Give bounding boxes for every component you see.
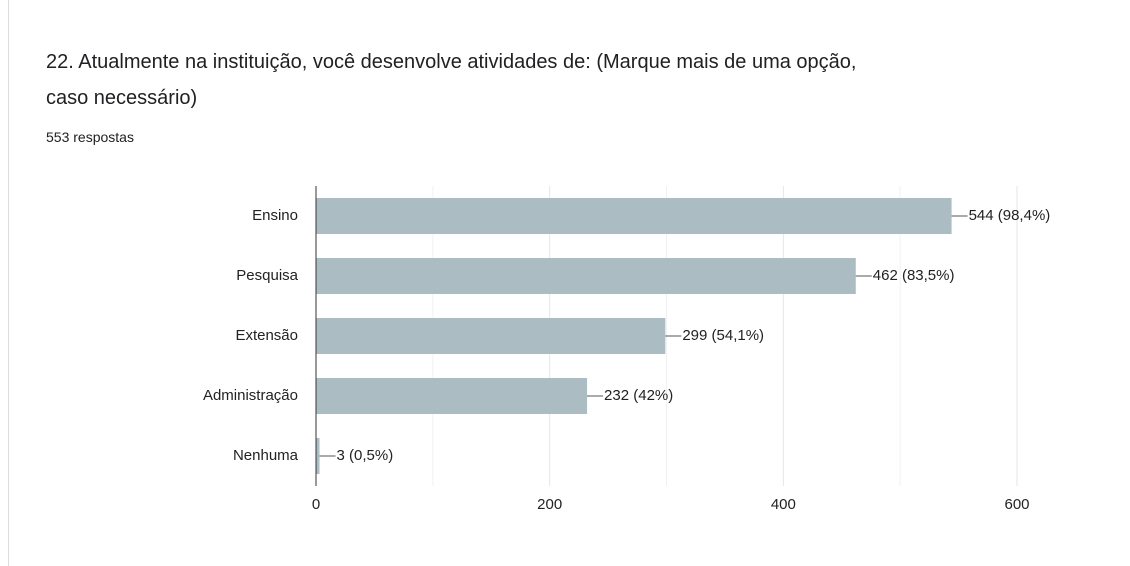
- y-tick-label: Administração: [203, 387, 298, 404]
- bar: [316, 198, 952, 234]
- y-tick-label: Ensino: [252, 207, 298, 224]
- bar: [316, 258, 856, 294]
- x-tick-label: 400: [771, 496, 796, 513]
- bar: [316, 378, 588, 414]
- value-label: 462 (83,5%): [873, 267, 955, 284]
- x-tick-label: 200: [537, 496, 562, 513]
- value-label: 232 (42%): [604, 387, 673, 404]
- response-count: 553 respostas: [46, 129, 134, 145]
- value-label: 299 (54,1%): [682, 327, 764, 344]
- value-label: 3 (0,5%): [337, 447, 394, 464]
- value-label: 544 (98,4%): [969, 207, 1051, 224]
- x-tick-label: 600: [1004, 496, 1029, 513]
- bar: [316, 438, 320, 474]
- x-tick-label: 0: [312, 496, 320, 513]
- question-title: 22. Atualmente na instituição, você dese…: [46, 51, 857, 109]
- card-border: [8, 0, 9, 566]
- y-tick-label: Extensão: [235, 327, 298, 344]
- bar: [316, 318, 666, 354]
- y-tick-label: Pesquisa: [236, 267, 298, 284]
- y-tick-label: Nenhuma: [233, 447, 299, 464]
